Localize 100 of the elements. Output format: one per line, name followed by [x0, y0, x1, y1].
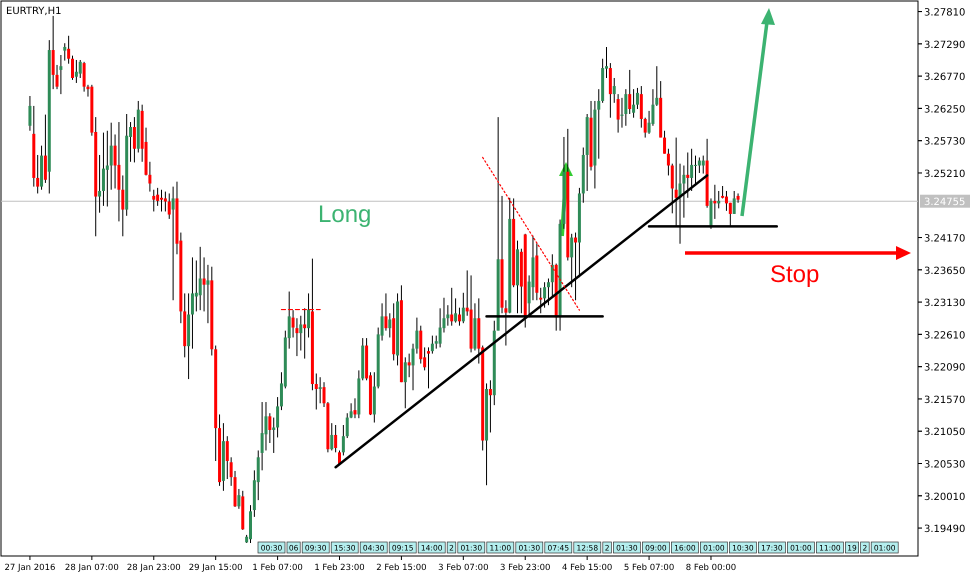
x-tick-label: 28 Jan 23:00: [126, 563, 181, 573]
x-tick-label: 4 Feb 15:00: [562, 563, 612, 573]
candlestick: [636, 87, 639, 110]
candlestick: [663, 130, 666, 154]
candlestick: [446, 304, 450, 326]
candlestick: [384, 292, 388, 332]
x-tick-label: 1 Feb 23:00: [314, 563, 365, 573]
candlestick: [276, 396, 280, 438]
candlestick: [330, 422, 334, 451]
candlestick: [295, 318, 298, 357]
candlestick: [190, 256, 194, 350]
x-tick-label: 5 Feb 07:00: [624, 563, 674, 573]
x-tick-label: 3 Feb 23:00: [500, 563, 550, 573]
candlestick: [430, 335, 434, 354]
candlestick: [168, 192, 171, 220]
candlestick: [56, 64, 59, 90]
candlestick: [698, 156, 701, 174]
candlestick: [616, 94, 620, 134]
candlestick: [132, 116, 136, 163]
y-tick-label: 3.20010: [924, 492, 966, 503]
y-tick-label: 3.22090: [924, 362, 966, 374]
candlestick: [353, 398, 356, 419]
candlestick: [458, 307, 461, 326]
candlestick: [412, 343, 415, 391]
candlestick: [570, 233, 574, 288]
annotation: Long: [318, 201, 372, 228]
y-tick-label: 3.21050: [924, 427, 966, 438]
candlestick: [74, 59, 78, 84]
candlestick: [628, 69, 632, 114]
candlestick: [620, 97, 624, 128]
x-tick-label: 28 Jan 07:00: [64, 563, 119, 573]
x-tick-label: 1 Feb 07:00: [252, 563, 303, 573]
candlestick: [71, 55, 74, 80]
candlestick: [322, 382, 326, 408]
candlestick: [98, 154, 102, 214]
x-tick-label: 29 Jan 15:00: [188, 563, 243, 573]
candlestick: [237, 488, 240, 510]
candlestick: [454, 298, 458, 324]
candlestick: [82, 61, 86, 92]
y-tick-label: 3.23130: [924, 298, 966, 310]
candlestick: [732, 190, 736, 214]
y-tick-label: 3.22610: [924, 330, 966, 342]
candlestick: [59, 54, 62, 95]
candlestick: [172, 186, 175, 301]
candlestick: [450, 287, 454, 326]
candlestick: [152, 189, 156, 212]
candlestick: [121, 174, 124, 237]
text: EURTRY,H1: [6, 6, 62, 17]
y-tick-label: 3.24170: [924, 234, 966, 245]
candlestick: [724, 190, 728, 212]
candlestick: [102, 132, 105, 206]
candlestick: [717, 190, 720, 209]
candlestick: [438, 308, 442, 348]
candlestick: [388, 312, 392, 338]
x-tick-label: 3 Feb 07:00: [438, 563, 489, 573]
candlestick: [67, 35, 70, 64]
candlestick: [612, 77, 616, 104]
candlestick: [314, 372, 318, 410]
candlestick: [713, 184, 716, 220]
y-tick-label: 3.25730: [924, 136, 966, 148]
y-tick-label: 3.27290: [924, 40, 966, 51]
candlestick: [574, 232, 578, 301]
candlestick: [666, 148, 670, 176]
annotation: Stop: [770, 261, 820, 288]
candlestick: [350, 402, 353, 419]
candlestick: [488, 380, 492, 433]
candlestick: [28, 95, 32, 132]
candlestick: [415, 317, 418, 354]
x-tick-label: 27 Jan 2016: [4, 563, 56, 573]
candlestick: [702, 155, 705, 174]
candlestick: [148, 161, 152, 192]
candlestick: [114, 134, 117, 189]
candlestick: [632, 88, 636, 118]
candlestick: [206, 264, 210, 324]
candlestick: [307, 292, 310, 338]
candlestick: [546, 278, 550, 306]
candlestick: [338, 450, 341, 466]
y-tick-label: 3.23650: [924, 266, 966, 277]
candlestick: [202, 256, 206, 312]
candlestick: [404, 356, 407, 409]
y-tick-label: 3.20530: [924, 460, 966, 470]
y-tick-label: 3.27810: [924, 8, 966, 19]
candlestick: [543, 282, 546, 308]
candlestick: [198, 246, 202, 311]
candlestick: [427, 346, 430, 389]
y-tick-label: 3.26770: [924, 72, 966, 84]
y-tick-label: 3.21570: [924, 394, 966, 406]
y-tick-label: 3.25210: [924, 168, 966, 180]
candlestick: [408, 353, 411, 378]
ref-line-label: 3.24755: [924, 197, 966, 208]
candlestick: [272, 417, 276, 454]
candlestick: [334, 424, 338, 453]
candlestick: [736, 192, 740, 204]
candlestick: [260, 402, 264, 471]
candlestick: [264, 402, 268, 451]
x-tick-label: 8 Feb 00:00: [686, 563, 736, 573]
candlestick: [655, 66, 658, 106]
x-tick-label: 2 Feb 15:00: [376, 563, 427, 573]
y-tick-label: 3.19490: [924, 524, 966, 536]
y-tick-label: 3.26250: [924, 104, 966, 116]
